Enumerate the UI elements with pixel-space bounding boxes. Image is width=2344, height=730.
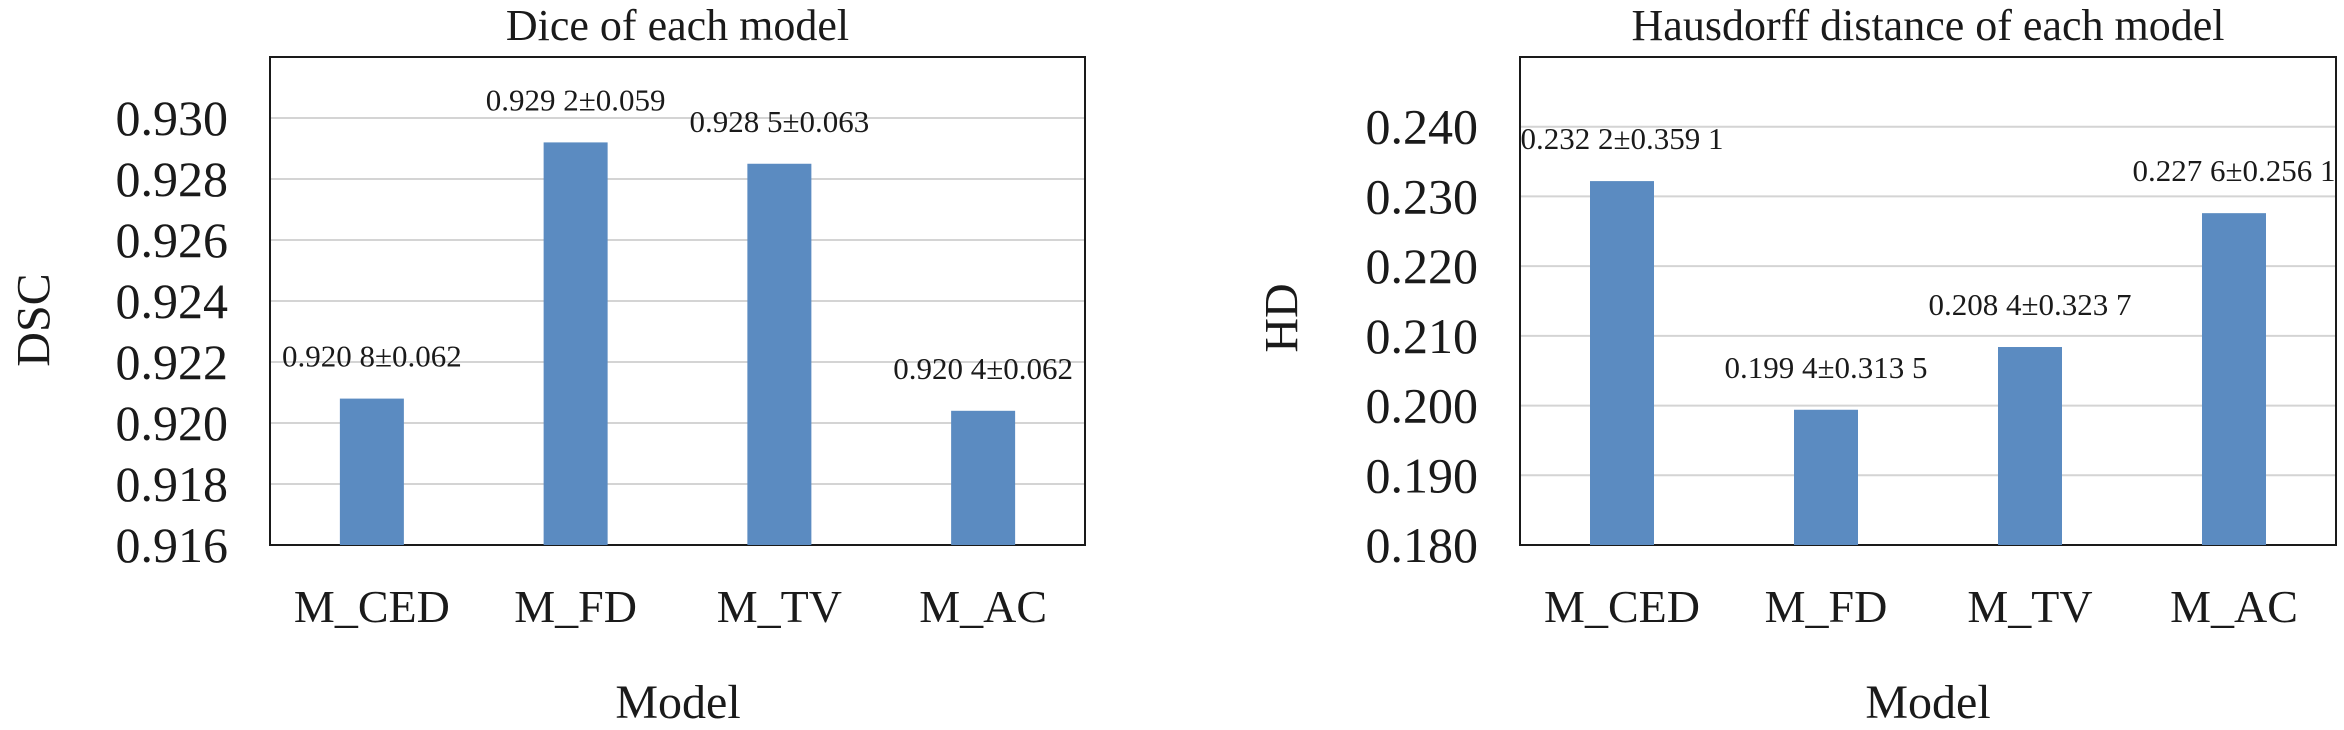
bar-m-tv [1998, 347, 2062, 545]
x-axis-title: Model [1865, 676, 1990, 729]
data-label: 0.208 4±0.323 7 [1928, 287, 2131, 322]
category-label: M_CED [1544, 581, 1700, 632]
bar-m-ced [339, 398, 404, 545]
category-label: M_CED [294, 581, 450, 632]
y-tick-label: 0.190 [1366, 447, 1479, 503]
data-label: 0.227 6±0.256 1 [2132, 153, 2335, 188]
chart-title: Dice of each model [506, 1, 849, 50]
y-tick-label: 0.240 [1366, 99, 1479, 155]
y-tick-label: 0.924 [116, 273, 229, 329]
chart-2: Hausdorff distance of each model 0.180 0.1… [1256, 1, 2337, 729]
category-label: M_AC [2170, 581, 2298, 632]
category-label: M_TV [717, 581, 842, 632]
y-tick-label: 0.926 [116, 212, 229, 268]
bar-m-fd [1794, 409, 1858, 545]
y-tick-label: 0.928 [116, 151, 229, 207]
data-label: 0.928 5±0.063 [689, 104, 869, 139]
y-tick-label: 0.180 [1366, 517, 1479, 573]
chart-title: Hausdorff distance of each model [1632, 1, 2225, 50]
y-tick-label: 0.200 [1366, 378, 1479, 434]
data-label: 0.199 4±0.313 5 [1724, 350, 1927, 385]
chart-1: Dice of each model0.9160.9180.9200.9220.… [8, 1, 1086, 729]
y-tick-label: 0.220 [1366, 238, 1479, 294]
x-axis-title: Model [615, 676, 740, 729]
plot-frame [1519, 56, 2337, 546]
bar-m-ac [2202, 213, 2266, 545]
bar-m-tv [747, 163, 812, 545]
data-label: 0.920 8±0.062 [282, 339, 462, 374]
data-label: 0.920 4±0.062 [893, 351, 1073, 386]
y-tick-label: 0.922 [116, 334, 229, 390]
y-axis-title: HD [1256, 283, 1309, 352]
category-label: M_AC [919, 581, 1047, 632]
plot-frame [269, 56, 1086, 546]
category-label: M_TV [1967, 581, 2092, 632]
bar-m-ac [951, 410, 1016, 545]
bar-m-fd [543, 142, 608, 545]
y-tick-label: 0.916 [116, 517, 229, 573]
data-label: 0.929 2±0.059 [486, 82, 666, 117]
y-tick-label: 0.920 [116, 395, 229, 451]
y-tick-label: 0.918 [116, 456, 229, 512]
data-label: 0.232 2±0.359 1 [1520, 121, 1723, 156]
category-label: M_FD [1765, 581, 1888, 632]
bar-m-ced [1590, 181, 1654, 545]
y-tick-label: 0.230 [1366, 168, 1479, 224]
y-axis-title: DSC [8, 273, 61, 366]
y-tick-label: 0.210 [1366, 308, 1479, 364]
y-tick-label: 0.930 [116, 90, 229, 146]
category-label: M_FD [514, 581, 637, 632]
